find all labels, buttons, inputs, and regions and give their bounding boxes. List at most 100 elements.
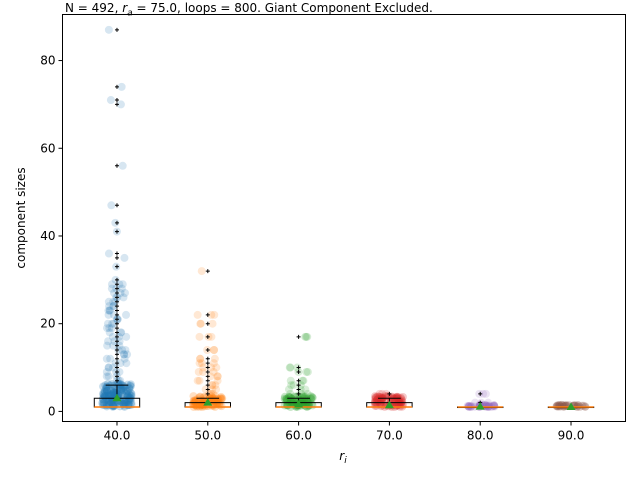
strip-point bbox=[213, 372, 222, 381]
strip-point bbox=[108, 381, 117, 390]
outlier-marker bbox=[205, 321, 210, 326]
strip-point bbox=[116, 359, 125, 368]
outlier-marker bbox=[114, 334, 119, 339]
strip-point bbox=[281, 395, 290, 404]
strip-point bbox=[111, 400, 120, 409]
strip-point bbox=[191, 397, 200, 406]
strip-point bbox=[121, 346, 130, 355]
strip-point bbox=[301, 332, 310, 341]
strip-point bbox=[102, 387, 111, 396]
strip-point bbox=[107, 379, 116, 388]
strip-point bbox=[282, 397, 291, 406]
outlier-marker bbox=[114, 203, 119, 208]
strip-point bbox=[210, 310, 219, 319]
x-tick-label: 90.0 bbox=[558, 429, 585, 443]
strip-point bbox=[125, 384, 134, 393]
strip-point bbox=[372, 401, 381, 410]
strip-point bbox=[303, 397, 312, 406]
strip-point bbox=[195, 359, 204, 368]
strip-point bbox=[215, 399, 224, 408]
strip-point bbox=[109, 401, 118, 410]
outlier-marker bbox=[478, 391, 483, 396]
strip-point bbox=[398, 392, 407, 401]
strip-point bbox=[394, 397, 403, 406]
strip-point bbox=[106, 354, 115, 363]
boxplot-layer bbox=[93, 27, 595, 411]
strip-point bbox=[208, 393, 217, 402]
strip-point bbox=[104, 25, 113, 34]
strip-point bbox=[109, 402, 118, 411]
strip-point bbox=[376, 399, 385, 408]
strip-point bbox=[119, 386, 128, 395]
strip-point bbox=[388, 393, 397, 402]
strip-point bbox=[197, 359, 206, 368]
strip-point bbox=[218, 394, 227, 403]
strip-point bbox=[209, 367, 218, 376]
strip-point bbox=[213, 372, 222, 381]
strip-point bbox=[196, 397, 205, 406]
strip-point bbox=[103, 341, 112, 350]
x-axis-label-symbol: r bbox=[339, 449, 345, 463]
strip-point bbox=[117, 284, 126, 293]
strip-point bbox=[119, 293, 128, 302]
strip-point bbox=[208, 385, 217, 394]
strip-point bbox=[189, 399, 198, 408]
strip-point bbox=[211, 381, 220, 390]
strip-point bbox=[119, 399, 128, 408]
outlier-marker bbox=[114, 286, 119, 291]
strip-point bbox=[115, 337, 124, 346]
strip-point bbox=[196, 354, 205, 363]
strip-point bbox=[196, 354, 205, 363]
outlier-marker bbox=[114, 27, 119, 32]
strip-point bbox=[125, 394, 134, 403]
strip-point bbox=[197, 267, 206, 276]
strip-point bbox=[210, 398, 219, 407]
strip-point bbox=[212, 399, 221, 408]
strip-point bbox=[373, 395, 382, 404]
strip-point bbox=[106, 397, 115, 406]
strip-point bbox=[102, 385, 111, 394]
strip-point bbox=[190, 397, 199, 406]
strip-point bbox=[109, 341, 118, 350]
strip-point bbox=[207, 381, 216, 390]
x-tick-label: 60.0 bbox=[285, 429, 312, 443]
outlier-marker bbox=[205, 378, 210, 383]
strip-point bbox=[300, 399, 309, 408]
strip-point bbox=[100, 387, 109, 396]
outlier-marker bbox=[114, 348, 119, 353]
strip-point bbox=[109, 319, 118, 328]
strip-point bbox=[284, 385, 293, 394]
strip-point bbox=[122, 310, 131, 319]
strip-point bbox=[122, 359, 131, 368]
strip-point bbox=[109, 310, 118, 319]
y-tick-label: 20 bbox=[40, 317, 55, 331]
strip-point bbox=[280, 392, 289, 401]
strip-point bbox=[195, 332, 204, 341]
strip-point bbox=[116, 288, 125, 297]
strip-point bbox=[99, 395, 108, 404]
strip-point bbox=[109, 363, 118, 372]
strip-point bbox=[107, 324, 116, 333]
strip-point bbox=[288, 397, 297, 406]
strip-point bbox=[99, 389, 108, 398]
outlier-marker bbox=[114, 343, 119, 348]
strip-point bbox=[117, 385, 126, 394]
mean-marker bbox=[566, 402, 576, 411]
strip-point bbox=[193, 310, 202, 319]
strip-point bbox=[108, 319, 117, 328]
strip-point bbox=[104, 372, 113, 381]
strip-point bbox=[110, 288, 119, 297]
strip-point bbox=[126, 380, 135, 389]
strip-point bbox=[105, 391, 114, 400]
strip-point bbox=[209, 401, 218, 410]
strip-point bbox=[196, 319, 205, 328]
strip-point bbox=[485, 402, 494, 411]
strip-point bbox=[195, 376, 204, 385]
strip-point bbox=[198, 367, 207, 376]
strip-point bbox=[377, 394, 386, 403]
strip-point bbox=[99, 382, 108, 391]
outlier-marker bbox=[205, 269, 210, 274]
strip-point bbox=[376, 395, 385, 404]
outlier-marker bbox=[114, 277, 119, 282]
strip-point bbox=[98, 395, 107, 404]
